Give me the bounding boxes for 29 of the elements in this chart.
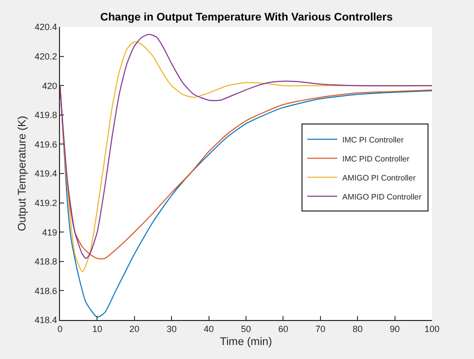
x-tick-label: 100 xyxy=(424,324,440,334)
y-tick-label: 420 xyxy=(42,80,58,91)
y-axis-title: Output Temperature (K) xyxy=(16,116,28,232)
legend-label: IMC PI Controller xyxy=(342,135,404,144)
x-tick-label: 50 xyxy=(240,324,252,334)
y-tick-label: 419 xyxy=(42,227,58,238)
x-tick-label: 40 xyxy=(204,324,214,334)
x-tick-label: 60 xyxy=(278,324,288,334)
y-tick-label: 419.8 xyxy=(34,110,58,120)
x-axis-title: Time (min) xyxy=(220,336,272,348)
legend-label: IMC PID Controller xyxy=(342,154,410,164)
y-tick-label: 420.4 xyxy=(34,22,58,32)
y-tick-label: 419.6 xyxy=(34,139,58,150)
y-tick-label: 419.2 xyxy=(34,198,58,208)
x-tick-label: 70 xyxy=(315,324,326,334)
legend-label: AMIGO PI Controller xyxy=(342,173,416,182)
x-tick-label: 80 xyxy=(352,324,363,334)
chart-title: Change in Output Temperature With Various Controllers xyxy=(100,11,393,24)
y-tick-label: 418.8 xyxy=(34,256,58,267)
x-tick-label: 90 xyxy=(390,324,400,334)
x-tick-label: 20 xyxy=(129,324,140,334)
y-tick-label: 419.4 xyxy=(34,168,58,179)
x-tick-label: 10 xyxy=(92,324,102,334)
x-tick-label: 0 xyxy=(57,324,63,334)
legend-label: AMIGO PID Controller xyxy=(342,192,422,202)
y-tick-label: 418.4 xyxy=(34,315,58,326)
x-tick-label: 30 xyxy=(166,324,177,334)
y-tick-label: 418.6 xyxy=(34,286,58,296)
y-tick-label: 420.2 xyxy=(34,51,58,62)
